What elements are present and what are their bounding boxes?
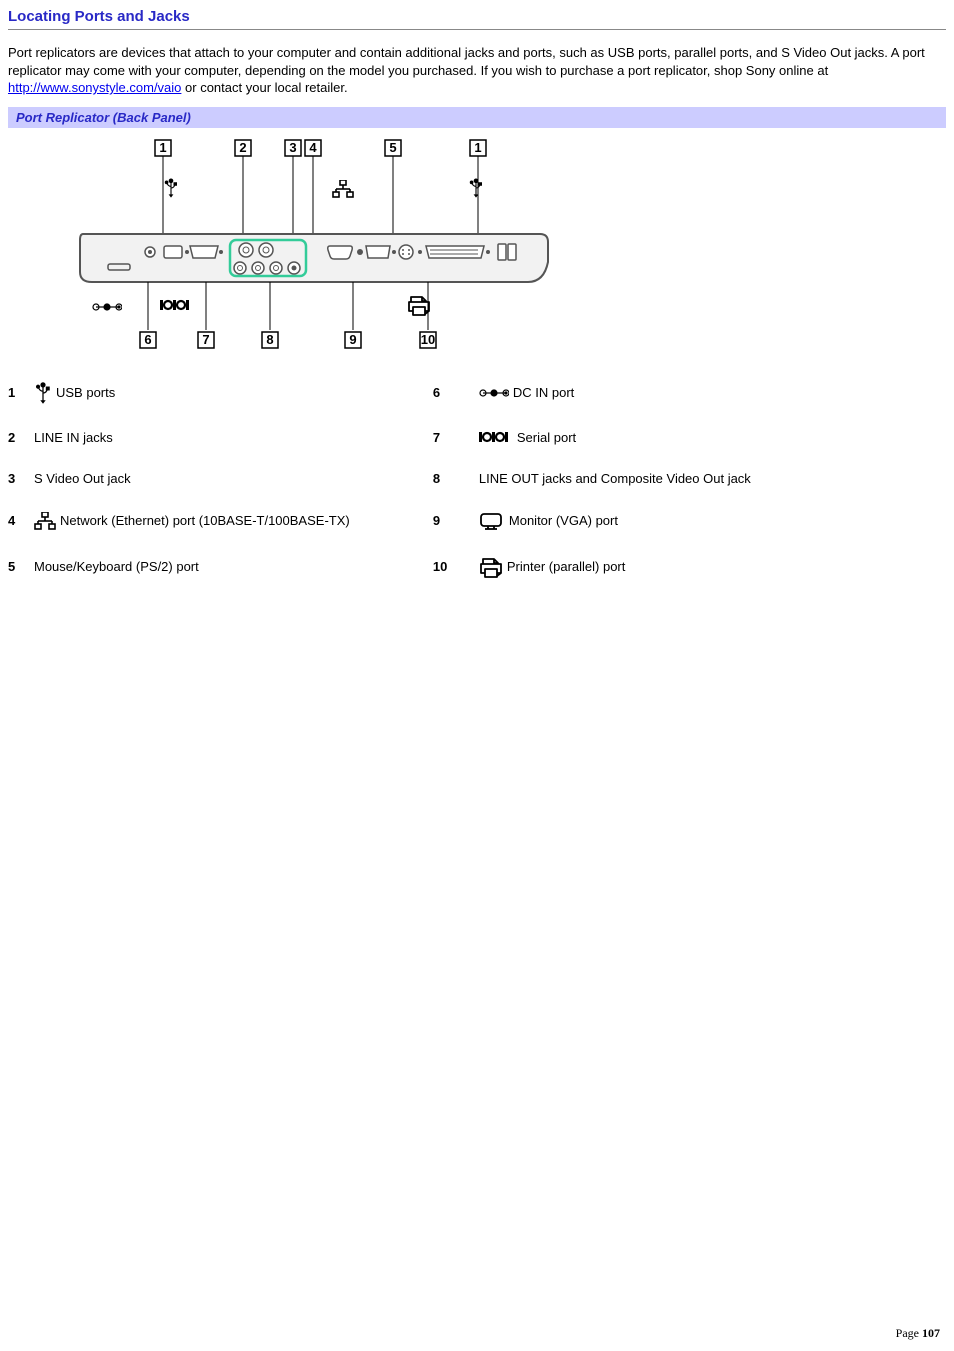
dc-icon (479, 386, 509, 400)
svg-text:1: 1 (159, 140, 166, 155)
legend-item: LINE IN jacks (34, 430, 427, 445)
svg-text:7: 7 (202, 332, 209, 347)
legend-label: LINE OUT jacks and Composite Video Out j… (479, 471, 751, 486)
svg-text:2: 2 (239, 140, 246, 155)
legend-label: Mouse/Keyboard (PS/2) port (34, 559, 199, 574)
legend-item: USB ports (34, 382, 427, 404)
legend-label: LINE IN jacks (34, 430, 113, 445)
legend-number: 5 (8, 559, 28, 574)
legend-number: 2 (8, 430, 28, 445)
legend-item: Serial port (479, 430, 828, 445)
legend-number: 10 (433, 559, 473, 574)
page-number-value: 107 (922, 1326, 940, 1340)
svg-text:10: 10 (421, 332, 435, 347)
vga-icon (479, 512, 505, 530)
legend-label: Serial port (517, 430, 576, 445)
legend-item: Mouse/Keyboard (PS/2) port (34, 559, 427, 574)
svg-text:3: 3 (289, 140, 296, 155)
legend-item: DC IN port (479, 385, 828, 400)
page-heading: Locating Ports and Jacks (8, 8, 946, 30)
sonystyle-link[interactable]: http://www.sonystyle.com/vaio (8, 80, 181, 95)
svg-text:8: 8 (266, 332, 273, 347)
page-label: Page (896, 1326, 922, 1340)
intro-before-link: Port replicators are devices that attach… (8, 45, 925, 78)
net-icon (34, 512, 56, 530)
legend-item: S Video Out jack (34, 471, 427, 486)
legend-number: 1 (8, 385, 28, 400)
replicator-body (80, 234, 548, 282)
serial-icon (479, 430, 513, 444)
svg-text:5: 5 (389, 140, 396, 155)
legend-label: S Video Out jack (34, 471, 131, 486)
legend-item: Network (Ethernet) port (10BASE-T/100BAS… (34, 512, 427, 530)
legend-label: Network (Ethernet) port (10BASE-T/100BAS… (60, 513, 350, 528)
diagram-svg: 1 2 34 5 1 (8, 134, 568, 364)
legend-number: 7 (433, 430, 473, 445)
legend-number: 8 (433, 471, 473, 486)
diagram-caption: Port Replicator (Back Panel) (8, 107, 946, 128)
intro-after-link: or contact your local retailer. (185, 80, 348, 95)
svg-text:1: 1 (474, 140, 481, 155)
printer-icon (479, 556, 503, 578)
page-number: Page 107 (896, 1326, 940, 1341)
legend-item: Monitor (VGA) port (479, 512, 828, 530)
svg-text:9: 9 (349, 332, 356, 347)
legend-number: 6 (433, 385, 473, 400)
svg-text:6: 6 (144, 332, 151, 347)
legend-number: 4 (8, 513, 28, 528)
intro-paragraph: Port replicators are devices that attach… (8, 44, 946, 97)
port-replicator-diagram: 1 2 34 5 1 (8, 134, 568, 364)
legend-label: DC IN port (513, 385, 574, 400)
legend-number: 9 (433, 513, 473, 528)
port-legend-table: 1 USB ports 6 DC IN port 2 LINE IN jacks 7 Seri… (8, 382, 828, 578)
usb-icon (34, 382, 52, 404)
legend-item: Printer (parallel) port (479, 556, 828, 578)
legend-label: Printer (parallel) port (507, 559, 626, 574)
svg-text:4: 4 (309, 140, 317, 155)
legend-number: 3 (8, 471, 28, 486)
legend-label: USB ports (56, 385, 115, 400)
legend-item: LINE OUT jacks and Composite Video Out j… (479, 471, 828, 486)
legend-label: Monitor (VGA) port (509, 513, 618, 528)
